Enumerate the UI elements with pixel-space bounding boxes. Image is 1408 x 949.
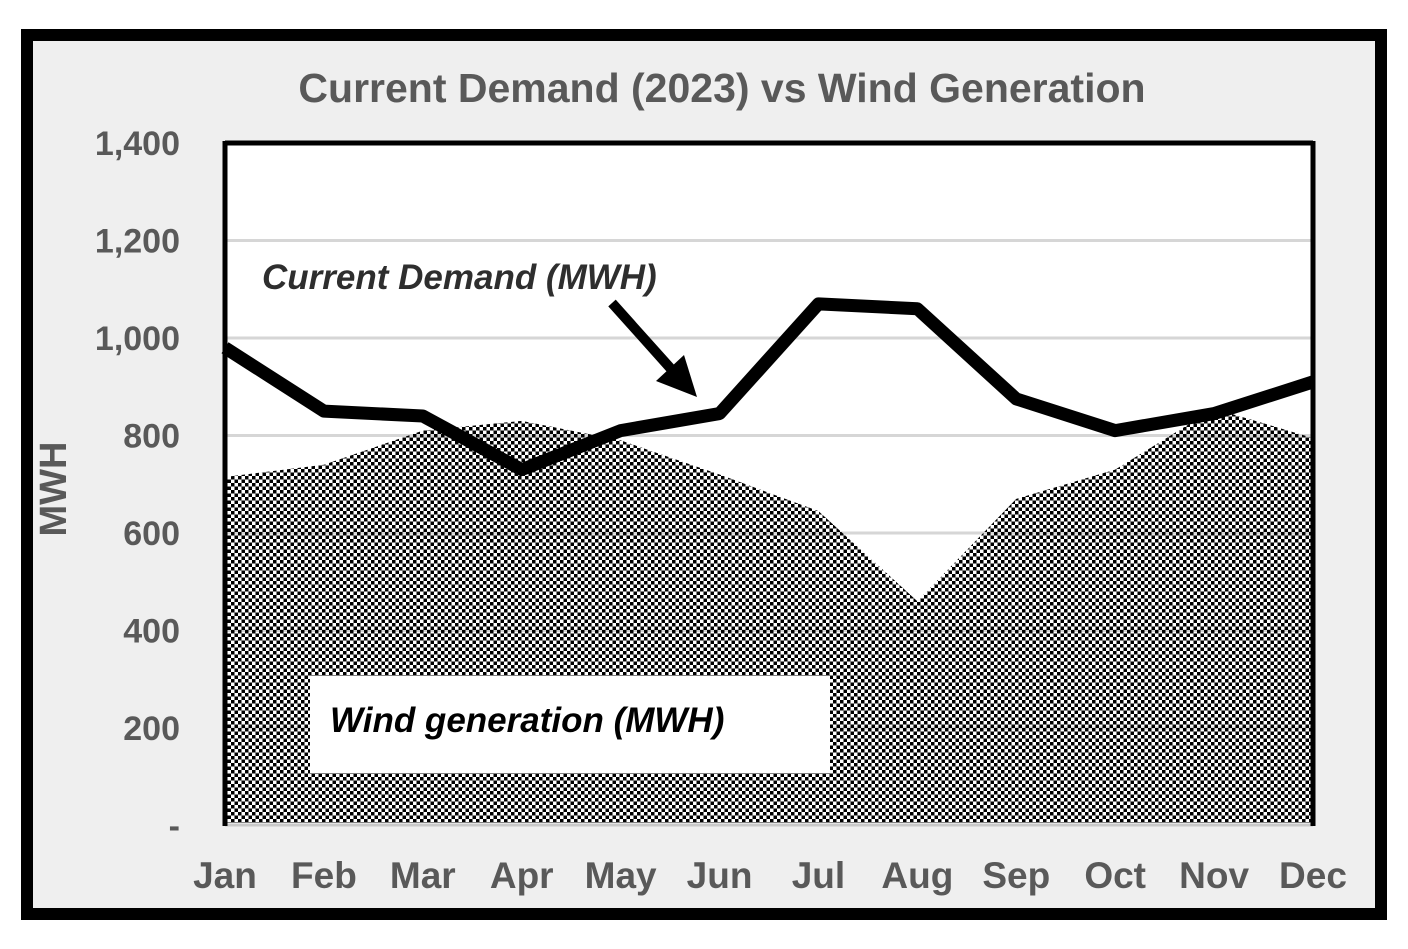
x-month-label: Feb [291, 855, 357, 896]
y-tick-label: 1,400 [95, 125, 180, 163]
x-month-label: May [585, 855, 657, 896]
y-tick-label: - [169, 808, 180, 846]
x-month-label: Jul [792, 855, 845, 896]
x-month-label: Nov [1179, 855, 1249, 896]
wind-series-callout-box [310, 676, 830, 773]
current-demand-line-series [221, 297, 1315, 477]
x-month-label: Jun [687, 855, 753, 896]
y-tick-label: 400 [123, 613, 180, 651]
x-axis-month-labels: Jan Feb Mar Apr May Jun Jul Aug Sep Oct Nov Dec [193, 855, 1347, 896]
y-axis-tick-labels: 1,400 1,200 1,000 800 600 400 200 - [95, 125, 180, 846]
y-tick-label: 1,000 [95, 320, 180, 358]
x-month-label: Dec [1279, 855, 1347, 896]
x-month-label: Jan [193, 855, 257, 896]
y-axis-title: MWH [33, 442, 75, 537]
x-month-label: Sep [982, 855, 1050, 896]
y-tick-label: 600 [123, 515, 180, 553]
x-month-label: Apr [490, 855, 554, 896]
chart-title: Current Demand (2023) vs Wind Generation [298, 65, 1145, 111]
y-tick-label: 800 [123, 418, 180, 456]
x-month-label: Aug [881, 855, 953, 896]
wind-series-callout-label: Wind generation (MWH) [330, 701, 724, 740]
demand-series-callout-label: Current Demand (MWH) [262, 258, 657, 297]
y-tick-label: 1,200 [95, 223, 180, 261]
y-tick-label: 200 [123, 710, 180, 748]
x-month-label: Oct [1084, 855, 1146, 896]
demand-callout-arrow [608, 299, 697, 397]
x-month-label: Mar [390, 855, 456, 896]
